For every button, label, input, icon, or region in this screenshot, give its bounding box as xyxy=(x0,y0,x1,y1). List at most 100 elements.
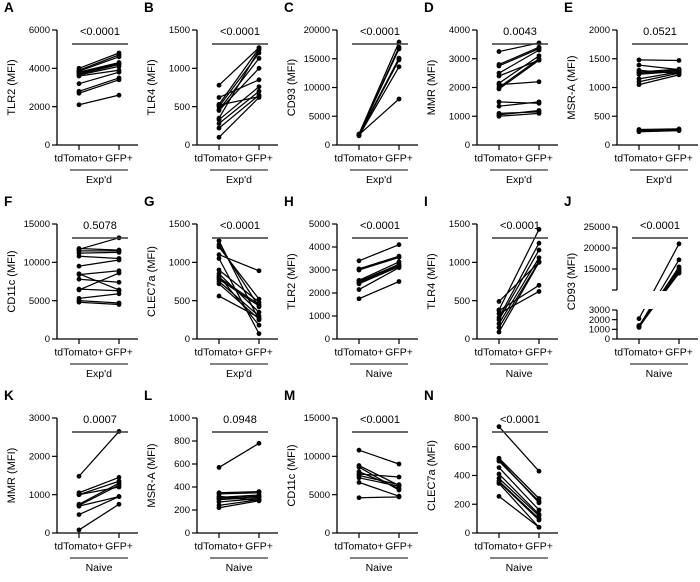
data-point xyxy=(356,131,362,137)
data-point xyxy=(256,65,262,71)
pair-line xyxy=(638,130,680,133)
panel-chart-svg: 0 500 1000 1500 2000 0.0521 tdTomato+ GFP+ Exp'd… xyxy=(566,25,698,186)
x-category-label-tdtomato: tdTomato+ xyxy=(54,153,103,165)
pair-line xyxy=(498,101,540,104)
y-tick-label: 800 xyxy=(454,413,470,424)
panel-chart-svg: 0 200 400 600 800 1000 0.0948 tdTomato+ GFP+ Naiv… xyxy=(146,413,278,574)
panel-letter: M xyxy=(284,388,296,403)
pair-line xyxy=(358,267,400,291)
pair-line xyxy=(218,90,260,125)
pair-line xyxy=(78,237,120,250)
data-point xyxy=(216,252,222,258)
group-label: Naive xyxy=(366,368,393,380)
pair-line xyxy=(498,477,540,517)
pair-line xyxy=(358,263,400,283)
panel-letter: C xyxy=(284,0,295,15)
data-point xyxy=(676,241,682,247)
panel-chart-svg: 0 5000 10000 15000 20000 <0.0001 tdTomato+ GFP+… xyxy=(286,25,418,186)
y-tick-label: 1000 xyxy=(29,490,50,501)
data-point xyxy=(216,256,222,261)
y-tick-label: 2000 xyxy=(589,25,610,36)
group-label: Exp'd xyxy=(646,174,672,186)
pair-line xyxy=(78,79,120,94)
panel-letter: F xyxy=(4,194,13,209)
data-point xyxy=(116,92,122,98)
panel-H: H 0 1000 2000 3000 4000 5000 <0.0001 tdTomato+ GF… xyxy=(280,194,420,388)
pair-line xyxy=(358,496,400,499)
y-axis-label: CD11c (MFI) xyxy=(6,250,18,312)
pair-line xyxy=(218,97,260,138)
panel-chart-svg: 0 500 1000 1500 <0.0001 tdTomato+ GFP+ Exp'd CLE… xyxy=(146,219,278,380)
data-point xyxy=(76,65,82,71)
data-point xyxy=(396,55,402,61)
data-point xyxy=(356,480,362,485)
data-point xyxy=(356,287,362,292)
panel-E: E 0 500 1000 1500 2000 0.0521 tdTomato+ GFP+ Exp'… xyxy=(560,0,700,194)
data-point xyxy=(536,507,542,513)
pair-line xyxy=(498,55,540,84)
x-category-label-tdtomato: tdTomato+ xyxy=(194,347,243,359)
data-point xyxy=(396,279,402,284)
pair-line xyxy=(498,49,540,74)
y-tick-label: 1000 xyxy=(309,311,330,322)
p-value-label: 0.5078 xyxy=(83,220,117,232)
pair-line xyxy=(498,46,540,66)
data-point xyxy=(496,321,502,327)
x-category-label-tdtomato: tdTomato+ xyxy=(334,347,383,359)
data-point xyxy=(256,331,262,337)
pair-line xyxy=(218,258,260,334)
y-tick-label: 400 xyxy=(174,482,190,493)
y-tick-label: 4000 xyxy=(29,64,50,75)
y-tick-label: 15000 xyxy=(584,264,610,275)
pair-line xyxy=(358,98,400,136)
data-point xyxy=(216,101,222,107)
group-label: Exp'd xyxy=(366,174,392,186)
y-tick-label: 3000 xyxy=(309,265,330,276)
p-value-label: <0.0001 xyxy=(500,414,540,426)
pair-line xyxy=(78,301,120,306)
data-point xyxy=(76,287,82,293)
panel-letter: J xyxy=(564,194,573,209)
y-axis-label: CLEC7a (MFI) xyxy=(146,246,158,317)
pair-line xyxy=(78,503,120,531)
y-tick-label: 2000 xyxy=(309,288,330,299)
pair-line xyxy=(218,240,260,321)
pair-line xyxy=(498,426,540,472)
data-point xyxy=(536,259,542,265)
data-point xyxy=(76,295,82,301)
y-tick-label: 0 xyxy=(45,334,50,345)
y-tick-label: 4000 xyxy=(449,25,470,36)
y-tick-label: 6000 xyxy=(29,25,50,36)
pair-line xyxy=(358,41,400,135)
y-tick-label: 1000 xyxy=(169,64,190,75)
pair-line xyxy=(78,495,120,507)
y-tick-label: 0 xyxy=(45,528,50,539)
data-point xyxy=(396,64,402,70)
data-point xyxy=(256,55,262,61)
data-point xyxy=(216,503,222,508)
y-tick-label: 10000 xyxy=(24,258,50,269)
pair-line xyxy=(218,79,260,99)
y-axis-label: TLR2 (MFI) xyxy=(286,253,298,309)
data-point xyxy=(356,277,362,283)
y-tick-label: 1000 xyxy=(169,258,190,269)
y-tick-label: 0 xyxy=(325,140,330,151)
data-point xyxy=(496,315,502,320)
y-tick-label: 10000 xyxy=(304,83,330,94)
y-tick-label: 1000 xyxy=(449,111,470,122)
y-tick-label: 0 xyxy=(185,528,190,539)
y-tick-label: 0 xyxy=(325,528,330,539)
data-point xyxy=(396,242,402,248)
data-point xyxy=(256,50,262,56)
panel-letter: B xyxy=(144,0,155,15)
data-point xyxy=(76,246,82,251)
y-tick-label: 4000 xyxy=(309,242,330,253)
pair-line xyxy=(358,265,400,285)
pair-line xyxy=(78,293,120,299)
pair-line xyxy=(358,280,400,300)
group-label: Naive xyxy=(86,562,113,574)
y-tick-label: 800 xyxy=(174,436,190,447)
p-value-label: 0.0948 xyxy=(223,414,257,426)
p-value-label: 0.0521 xyxy=(643,26,677,38)
y-tick-label: 500 xyxy=(174,296,190,307)
